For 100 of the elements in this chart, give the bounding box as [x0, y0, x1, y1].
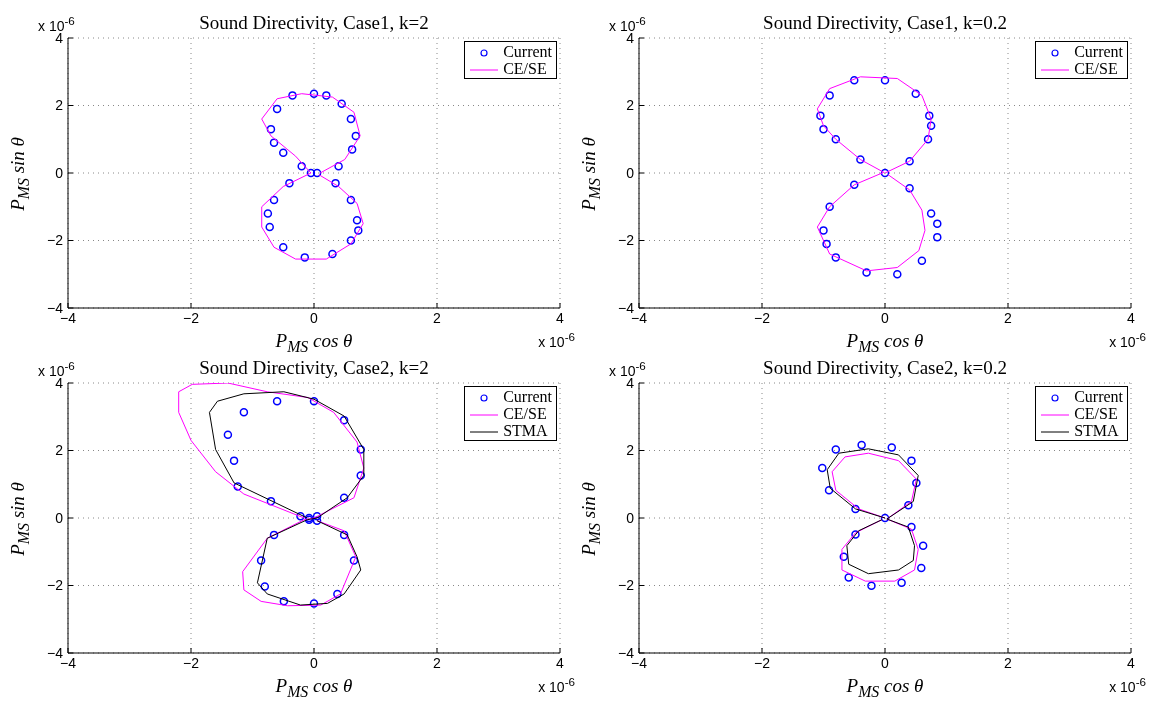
point	[279, 243, 288, 252]
point	[926, 209, 936, 218]
point	[905, 156, 914, 166]
point	[300, 253, 310, 262]
line-series	[178, 383, 365, 607]
y-tick-label: −2	[47, 232, 64, 249]
legend-label: Current	[502, 43, 552, 60]
x-tick-label: 0	[881, 654, 890, 671]
point	[911, 89, 920, 98]
point	[269, 138, 279, 147]
x-tick-label: 4	[556, 309, 565, 326]
y-tick-label: 0	[626, 509, 635, 526]
point	[266, 496, 276, 506]
point	[297, 162, 306, 171]
point	[239, 408, 249, 417]
point	[346, 236, 356, 245]
y-tick-label: −2	[618, 577, 635, 594]
legend-label: STMA	[502, 422, 549, 439]
chart-title: Sound Directivity, Case2, k=0.2	[763, 357, 1007, 378]
point	[867, 581, 876, 591]
point	[844, 573, 853, 582]
point	[322, 91, 331, 100]
point	[285, 178, 294, 188]
text: x 10$^{-6}$	[1109, 330, 1146, 350]
point	[907, 456, 916, 465]
point	[856, 155, 865, 164]
y-tick-label: 0	[55, 164, 64, 181]
x-tick-label: 2	[433, 654, 442, 671]
x-tick-label: 2	[433, 309, 442, 326]
x-tick-label: 0	[881, 309, 890, 326]
x-tick-label: 4	[1127, 654, 1136, 671]
x-tick-label: 2	[1004, 309, 1013, 326]
point	[296, 512, 305, 521]
x-tick-label: 2	[1004, 654, 1013, 671]
point	[339, 530, 349, 540]
text: x 10$^{-6}$	[38, 14, 75, 34]
point	[850, 75, 859, 85]
point	[229, 456, 239, 465]
point	[328, 249, 337, 259]
point	[356, 471, 365, 480]
point	[331, 178, 340, 188]
point	[354, 226, 363, 235]
point	[822, 239, 831, 249]
text: x 10$^{-6}$	[609, 359, 646, 379]
point	[347, 145, 357, 154]
point	[862, 268, 871, 277]
chart-title: Sound Directivity, Case1, k=2	[199, 12, 429, 33]
legend-label: STMA	[1073, 422, 1120, 439]
point	[279, 597, 289, 606]
point	[831, 253, 841, 262]
point	[893, 270, 902, 279]
point	[352, 216, 362, 225]
y-tick-label: 2	[626, 442, 635, 459]
y-tick-label: 0	[626, 164, 635, 181]
point	[933, 219, 942, 228]
point	[897, 578, 906, 588]
x-axis-title: P$_{MS}$ cos θ	[846, 330, 924, 355]
legend-label: CE/SE	[1073, 60, 1119, 77]
point	[309, 396, 319, 406]
point	[260, 582, 270, 591]
line-series	[261, 93, 364, 260]
point	[904, 500, 913, 510]
point	[312, 168, 322, 178]
legend-label: Current	[1073, 388, 1123, 405]
point	[819, 124, 828, 134]
point	[288, 91, 297, 100]
point	[269, 530, 279, 540]
point	[933, 232, 942, 242]
point	[351, 131, 361, 141]
point	[339, 493, 349, 502]
point	[918, 541, 928, 550]
point	[346, 195, 356, 205]
point	[337, 99, 346, 109]
x-tick-label: 0	[310, 309, 319, 326]
y-tick-label: 0	[55, 509, 64, 526]
point	[819, 226, 828, 235]
point	[857, 440, 866, 450]
point	[912, 478, 921, 488]
legend-label: Current	[502, 388, 552, 405]
y-tick-label: −2	[618, 232, 635, 249]
x-tick-label: −2	[183, 309, 200, 326]
point	[272, 104, 282, 114]
point	[880, 513, 890, 523]
point	[309, 89, 319, 98]
point	[309, 599, 319, 608]
point	[831, 135, 841, 144]
text: x 10$^{-6}$	[538, 675, 575, 695]
point	[923, 135, 933, 144]
point	[816, 111, 825, 120]
text: x 10$^{-6}$	[538, 330, 575, 350]
point	[917, 256, 927, 265]
point	[905, 183, 914, 193]
point	[279, 148, 288, 157]
point	[312, 512, 322, 521]
point	[266, 124, 276, 134]
point	[272, 396, 282, 406]
point	[880, 168, 890, 178]
point	[851, 530, 860, 539]
point	[256, 556, 266, 565]
line-series	[208, 391, 365, 606]
